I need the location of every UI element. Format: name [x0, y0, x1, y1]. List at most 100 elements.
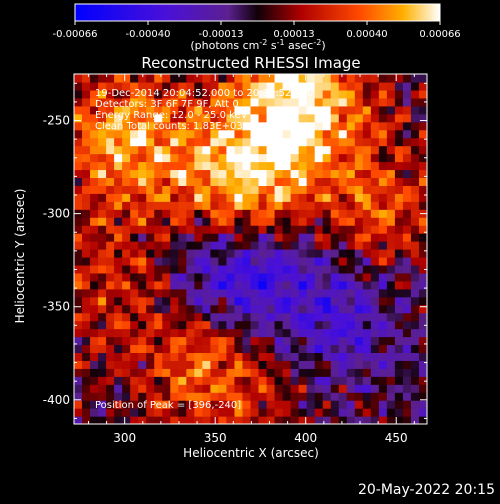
- image-pixel: [258, 169, 268, 179]
- image-pixel: [362, 121, 372, 131]
- image-pixel: [138, 280, 147, 290]
- image-pixel: [378, 89, 388, 99]
- image-pixel: [90, 392, 99, 401]
- image-pixel: [98, 137, 107, 147]
- image-pixel: [194, 280, 203, 290]
- image-pixel: [314, 320, 324, 330]
- image-pixel: [346, 249, 356, 258]
- image-pixel: [90, 368, 99, 377]
- image-pixel: [186, 296, 195, 306]
- image-pixel: [82, 392, 91, 401]
- image-pixel: [146, 129, 155, 139]
- image-pixel: [82, 312, 91, 322]
- image-pixel: [378, 416, 388, 424]
- image-pixel: [306, 193, 316, 202]
- image-pixel: [226, 129, 236, 139]
- image-pixel: [226, 328, 236, 338]
- image-pixel: [346, 288, 356, 298]
- image-pixel: [154, 312, 163, 322]
- image-pixel: [122, 145, 131, 155]
- image-pixel: [250, 74, 260, 83]
- colorbar-unit-sup-3: -2: [313, 38, 321, 47]
- image-pixel: [122, 416, 131, 424]
- image-pixel: [402, 344, 412, 354]
- image-pixel: [290, 304, 300, 314]
- image-pixel: [122, 256, 131, 266]
- image-pixel: [418, 121, 427, 131]
- image-pixel: [282, 328, 292, 338]
- image-pixel: [290, 217, 300, 226]
- image-pixel: [362, 105, 372, 115]
- image-pixel: [178, 233, 187, 242]
- image-pixel: [346, 264, 356, 274]
- image-pixel: [106, 153, 115, 163]
- image-pixel: [330, 304, 340, 314]
- image-pixel: [154, 400, 163, 409]
- image-pixel: [194, 129, 203, 139]
- image-pixel: [250, 416, 260, 424]
- image-pixel: [338, 177, 348, 186]
- image-pixel: [98, 129, 107, 139]
- image-pixel: [330, 360, 340, 369]
- image-pixel: [306, 225, 316, 234]
- image-pixel: [170, 233, 179, 242]
- image-pixel: [210, 264, 220, 274]
- image-pixel: [154, 264, 163, 274]
- image-pixel: [258, 129, 268, 139]
- image-pixel: [210, 320, 220, 330]
- image-pixel: [330, 193, 340, 202]
- image-pixel: [82, 217, 91, 226]
- image-pixel: [410, 384, 420, 393]
- image-pixel: [282, 312, 292, 322]
- image-pixel: [314, 209, 324, 218]
- image-pixel: [378, 81, 388, 91]
- image-pixel: [218, 105, 228, 115]
- image-pixel: [202, 209, 211, 218]
- image-pixel: [226, 304, 236, 314]
- image-pixel: [234, 320, 244, 330]
- image-pixel: [146, 400, 155, 409]
- image-pixel: [378, 304, 388, 314]
- image-pixel: [154, 280, 163, 290]
- image-pixel: [202, 328, 211, 338]
- image-pixel: [74, 185, 83, 194]
- image-pixel: [394, 328, 404, 338]
- image-pixel: [394, 137, 404, 147]
- image-pixel: [162, 193, 171, 202]
- image-pixel: [146, 376, 155, 385]
- image-pixel: [338, 344, 348, 354]
- image-pixel: [370, 201, 380, 210]
- image-pixel: [250, 81, 260, 91]
- image-pixel: [234, 312, 244, 322]
- image-pixel: [194, 233, 203, 242]
- image-pixel: [234, 256, 244, 266]
- image-pixel: [346, 241, 356, 250]
- image-pixel: [378, 121, 388, 131]
- image-pixel: [74, 272, 83, 282]
- image-pixel: [186, 368, 195, 377]
- image-pixel: [394, 225, 404, 234]
- image-pixel: [402, 272, 412, 282]
- image-pixel: [370, 177, 380, 186]
- chart-title: Reconstructed RHESSI Image: [141, 54, 360, 72]
- image-pixel: [378, 280, 388, 290]
- image-pixel: [194, 81, 203, 91]
- image-pixel: [82, 249, 91, 258]
- image-pixel: [82, 105, 91, 115]
- image-pixel: [186, 352, 195, 361]
- image-pixel: [370, 256, 380, 266]
- image-pixel: [218, 376, 228, 385]
- image-pixel: [346, 105, 356, 115]
- image-pixel: [210, 145, 220, 155]
- image-pixel: [114, 280, 123, 290]
- image-pixel: [218, 161, 228, 171]
- image-pixel: [234, 304, 244, 314]
- image-pixel: [290, 328, 300, 338]
- image-pixel: [418, 272, 427, 282]
- image-pixel: [330, 169, 340, 179]
- image-pixel: [146, 249, 155, 258]
- image-pixel: [330, 225, 340, 234]
- image-pixel: [194, 336, 203, 346]
- image-pixel: [378, 352, 388, 361]
- image-pixel: [154, 392, 163, 401]
